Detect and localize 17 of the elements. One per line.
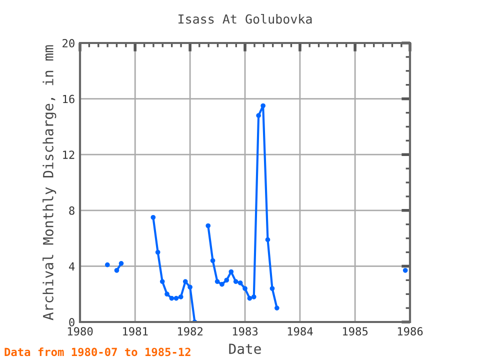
y-axis-title: Archival Monthly Discharge, in mm <box>42 45 56 320</box>
x-axis-title: Date <box>229 344 261 354</box>
y-tick-label: 16 <box>63 94 74 104</box>
x-tick-label: 1980 <box>68 327 93 336</box>
x-tick-label: 1984 <box>288 327 313 336</box>
x-tick-label: 1983 <box>232 327 258 336</box>
x-tick-label: 1985 <box>343 327 368 336</box>
y-tick-label: 0 <box>69 318 74 326</box>
x-tick-label: 1986 <box>398 327 423 336</box>
chart-title: Isass At Golubovka <box>178 14 312 24</box>
x-tick-label: 1982 <box>178 327 202 336</box>
y-tick-label: 4 <box>69 262 75 270</box>
x-tick-label: 1981 <box>123 327 148 336</box>
y-tick-label: 12 <box>63 150 74 159</box>
y-tick-label: 20 <box>62 39 74 48</box>
y-tick-label: 8 <box>69 206 74 215</box>
text: Data from 1980-07 to 1985-12 <box>4 348 190 356</box>
